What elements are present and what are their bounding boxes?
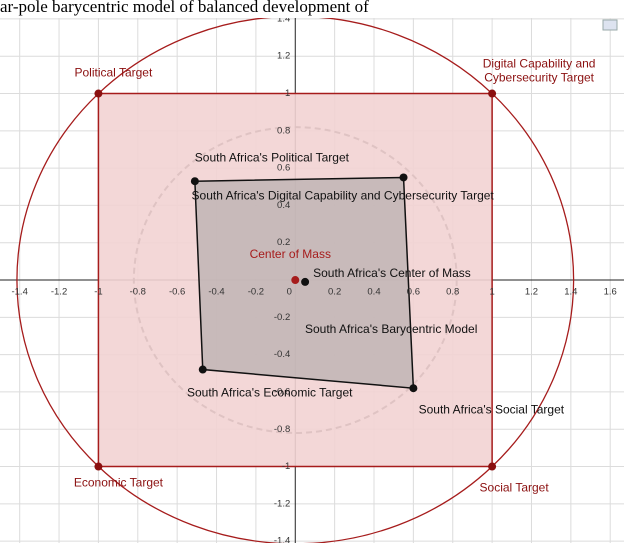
x-tick-label: -1.4 [11,287,27,298]
y-tick-label: -0.6 [274,386,290,397]
point [94,89,103,98]
y-tick-label: 1.2 [277,51,290,62]
x-tick-label: 0.2 [328,287,341,298]
point [488,462,497,471]
point-label: Digital Capability and Cybersecurity Targ… [483,57,596,85]
annotation: South Africa's Barycentric Model [305,322,477,336]
y-tick-label: 1.4 [277,13,290,24]
point-label: South Africa's Economic Target [187,386,353,400]
x-tick-label: 0.8 [446,287,459,298]
y-tick-label: -1.4 [274,536,290,543]
x-tick-label: 1.6 [604,287,617,298]
x-tick-label: 1.2 [525,287,538,298]
point [488,89,497,98]
point-label: South Africa's Social Target [419,402,565,416]
point-label: South Africa's Digital Capability and Cy… [192,189,495,203]
point [399,173,408,182]
y-tick-label: -0.2 [274,312,290,323]
point-label: Social Target [480,481,550,495]
center-point [291,276,300,285]
shapes [16,15,575,543]
x-tick-label: 1.4 [564,287,577,298]
x-tick-label: -0.2 [248,287,264,298]
x-tick-label: 0.6 [407,287,420,298]
y-tick-label: -0.8 [274,424,290,435]
x-tick-label: -0.6 [169,287,185,298]
chart-title: ar-pole barycentric model of balanced de… [0,0,369,16]
x-tick-label: -0.8 [130,287,146,298]
y-tick-label: -0.4 [274,349,290,360]
y-tick-label: 0.8 [277,125,290,136]
y-tick-label: -1 [282,461,290,472]
y-tick-label: -1.2 [274,498,290,509]
point [198,365,207,374]
point [94,462,103,471]
x-tick-label: 1 [489,287,494,298]
x-tick-label: -0.4 [208,287,224,298]
point [409,384,418,393]
x-tick-label: 0 [287,287,292,298]
center-label: Center of Mass [250,247,331,261]
point-label: Political Target [75,66,153,80]
toolbar-icon[interactable] [602,19,618,31]
x-tick-label: -1.2 [51,287,67,298]
center-point [301,277,310,286]
title-band [0,0,624,18]
point [190,177,199,186]
labels: -1.4 -1.2 -1 -0.8 -0.6 -0.4 -0.2 0 0.2 0.4 0.6 0.8 1… [11,13,616,543]
point-label: Economic Target [74,476,164,490]
point-label: South Africa's Political Target [195,150,350,164]
y-tick-label: 0.2 [277,237,290,248]
x-tick-label: -1 [94,287,102,298]
x-tick-label: 0.4 [367,287,380,298]
y-tick-label: 0.6 [277,163,290,174]
y-tick-label: 0.4 [277,200,290,211]
center-label: South Africa's Center of Mass [313,266,471,280]
y-tick-label: 1 [285,88,290,99]
